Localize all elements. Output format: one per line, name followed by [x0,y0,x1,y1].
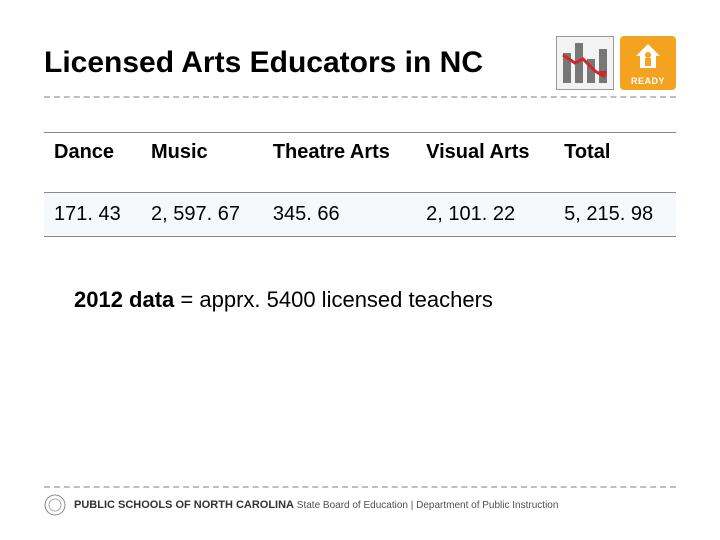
chart-arrow-icon [561,51,609,81]
col-visual: Visual Arts [416,133,554,193]
badge-group: READY [556,36,676,90]
cell-visual: 2, 101. 22 [416,193,554,237]
cell-dance: 171. 43 [44,193,141,237]
footer-org-main: PUBLIC SCHOOLS OF NORTH CAROLINA [74,499,294,511]
title-divider [44,96,676,98]
col-music: Music [141,133,263,193]
col-dance: Dance [44,133,141,193]
table-row: 171. 43 2, 597. 67 345. 66 2, 101. 22 5,… [44,193,676,237]
data-table: Dance Music Theatre Arts Visual Arts Tot… [44,132,676,237]
cell-theatre: 345. 66 [263,193,416,237]
ready-label: READY [631,76,665,86]
house-person-icon [634,42,662,70]
footer-divider [44,486,676,488]
table-header-row: Dance Music Theatre Arts Visual Arts Tot… [44,133,676,193]
footer-text: PUBLIC SCHOOLS OF NORTH CAROLINA State B… [74,499,558,511]
data-table-wrap: Dance Music Theatre Arts Visual Arts Tot… [44,132,676,237]
slide: Licensed Arts Educators in NC READY [0,0,720,540]
page-title: Licensed Arts Educators in NC [44,46,556,80]
footer-org-sub: State Board of Education | Department of… [294,500,558,511]
footer: PUBLIC SCHOOLS OF NORTH CAROLINA State B… [44,486,676,516]
col-total: Total [554,133,676,193]
title-row: Licensed Arts Educators in NC READY [44,36,676,90]
caption: 2012 data = apprx. 5400 licensed teacher… [44,287,676,313]
cell-total: 5, 215. 98 [554,193,676,237]
caption-bold: 2012 data [74,287,174,312]
col-theatre: Theatre Arts [263,133,416,193]
caption-rest: = apprx. 5400 licensed teachers [174,287,493,312]
nc-seal-icon [44,494,66,516]
cell-music: 2, 597. 67 [141,193,263,237]
footer-content: PUBLIC SCHOOLS OF NORTH CAROLINA State B… [44,494,676,516]
chart-down-icon [556,36,614,90]
ready-badge-icon: READY [620,36,676,90]
